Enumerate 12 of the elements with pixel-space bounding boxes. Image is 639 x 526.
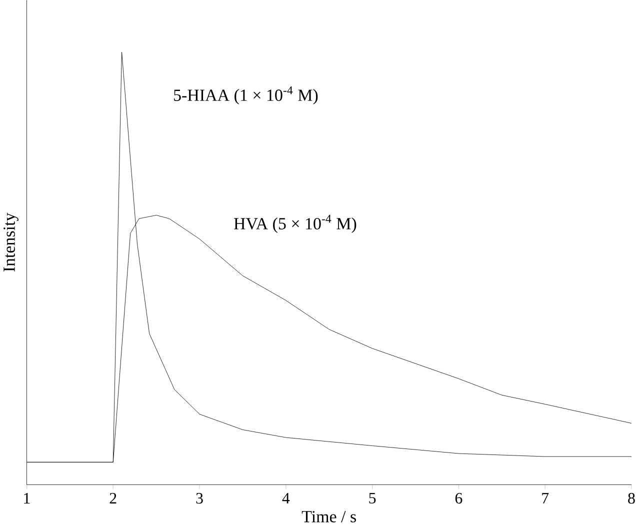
x-tick-label: 3: [196, 493, 203, 504]
x-tick-label: 2: [110, 493, 116, 504]
x-tick-label: 5: [369, 493, 376, 504]
x-axis-title: Time / s: [302, 511, 356, 522]
y-axis-title: Intensity: [4, 212, 18, 272]
x-tick-label: 4: [282, 493, 290, 504]
x-tick-label: 6: [455, 493, 462, 504]
x-tick-label: 1: [24, 493, 30, 504]
text: 5-HIAA (1 × 10$^{-4}$ M): [174, 86, 318, 104]
x-tick-label: 8: [628, 492, 635, 504]
series-label: HVA (5 × 10$^{-4}$ M): [234, 214, 356, 233]
x-tick-label: 7: [542, 493, 549, 504]
